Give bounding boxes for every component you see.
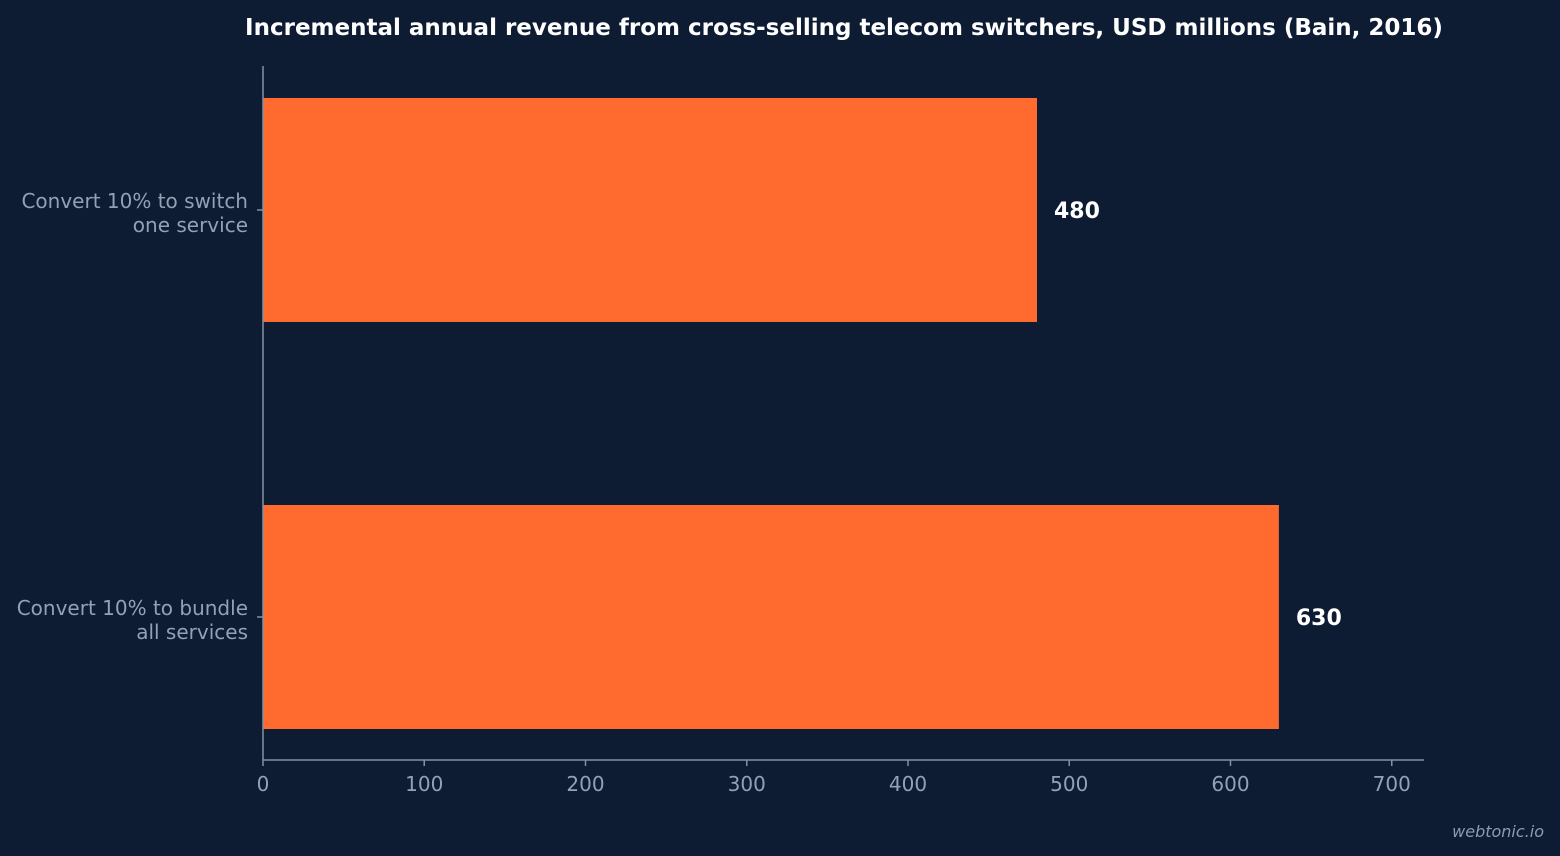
x-tick-label-300: 300 <box>728 772 766 796</box>
category-label-2-line-1: Convert 10% to bundle <box>17 596 248 620</box>
x-tick-label-700: 700 <box>1373 772 1411 796</box>
x-tick-label-0: 0 <box>257 772 270 796</box>
chart-title: Incremental annual revenue from cross-se… <box>245 15 1443 41</box>
bars-layer: 480 630 <box>263 98 1342 729</box>
x-tick-label-100: 100 <box>405 772 443 796</box>
x-tick-label-500: 500 <box>1050 772 1088 796</box>
category-label-1-line-1: Convert 10% to switch <box>21 189 248 213</box>
category-label-2-line-2: all services <box>136 620 248 644</box>
value-label-1: 480 <box>1054 199 1100 224</box>
x-tick-label-600: 600 <box>1211 772 1249 796</box>
x-tick-label-200: 200 <box>566 772 604 796</box>
value-label-2: 630 <box>1296 606 1342 631</box>
x-tick-label-400: 400 <box>889 772 927 796</box>
watermark: webtonic.io <box>1452 822 1544 841</box>
bar-1 <box>263 98 1037 322</box>
axes: 0 100 200 300 400 500 600 700 <box>257 66 1424 796</box>
category-label-1-line-2: one service <box>133 213 248 237</box>
bar-2 <box>263 505 1279 729</box>
